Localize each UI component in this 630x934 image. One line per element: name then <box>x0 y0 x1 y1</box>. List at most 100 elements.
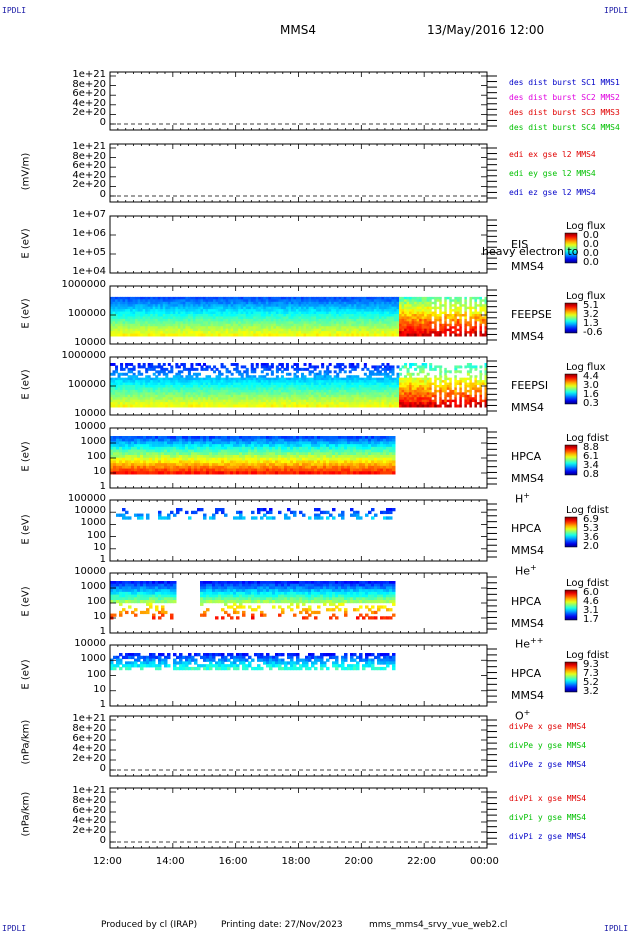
instrument-label: HPCA <box>511 522 542 535</box>
y-tick-label: 6e+20 <box>72 88 106 100</box>
legend-entry: divPe y gse MMS4 <box>509 741 587 750</box>
y-tick-label: 1 <box>99 699 106 710</box>
x-tick-label: 18:00 <box>281 856 311 867</box>
x-tick-label: 14:00 <box>155 856 185 867</box>
panel-6 <box>109 499 578 562</box>
spacecraft-label: MMS4 <box>511 544 544 557</box>
y-tick-label: 1e+05 <box>72 247 106 258</box>
y-tick-label: 1000 <box>80 436 106 447</box>
y-tick-label: 8e+20 <box>72 795 106 806</box>
y-axis-label: (nPa/km) <box>20 719 32 765</box>
x-tick-label: 16:00 <box>218 856 248 867</box>
y-tick-label: 10000 <box>74 408 106 419</box>
corner-label-bottom-left: IPDLI <box>2 924 27 933</box>
colorbar-value: 1.3 <box>583 318 599 329</box>
y-tick-label: 1000 <box>80 517 106 529</box>
colorbar-value: 3.6 <box>583 532 599 543</box>
instrument-label: FEEPSI <box>511 379 549 392</box>
y-tick-label: 100 <box>86 451 106 462</box>
y-tick-label: 10 <box>93 611 106 622</box>
instrument-label: FEEPSE <box>511 308 552 321</box>
legend-entry: des dist burst SC3 MMS3 <box>509 108 620 117</box>
legend-entry: des dist burst SC1 MMS1 <box>509 78 620 87</box>
corner-label-bottom-right: IPDLI <box>604 924 629 933</box>
y-tick-label: 2e+20 <box>72 107 106 119</box>
y-tick-label: 1e+07 <box>72 209 106 220</box>
instrument-label: EIS <box>511 238 529 251</box>
instrument-label: HPCA <box>511 595 542 608</box>
y-tick-label: 6e+20 <box>72 733 106 744</box>
y-tick-label: 8e+20 <box>72 150 106 162</box>
y-axis-label: E (eV) <box>20 227 32 259</box>
footer-printing-date: Printing date: 27/Nov/2023 <box>221 920 343 930</box>
spacecraft-label: MMS4 <box>511 260 544 273</box>
colorbar-value: 0.0 <box>583 257 599 268</box>
colorbar-value: 3.2 <box>583 686 599 697</box>
colorbar-value: 3.0 <box>583 380 599 391</box>
panel-10 <box>109 787 497 849</box>
y-tick-label: 10 <box>93 466 106 477</box>
panel-8 <box>109 644 578 707</box>
legend-entry: divPi x gse MMS4 <box>509 794 587 803</box>
colorbar-value: 8.8 <box>583 442 599 453</box>
colorbar-value: 1.7 <box>583 614 599 625</box>
colorbar-value: 5.3 <box>583 523 599 534</box>
y-tick-label: 0 <box>99 189 106 200</box>
colorbar-value: 1.6 <box>583 389 599 400</box>
y-tick-label: 0 <box>99 117 106 128</box>
footer-file: mms_mms4_srvy_vue_web2.cl <box>369 920 508 930</box>
panel-7 <box>109 572 578 634</box>
y-tick-label: 1e+21 <box>72 785 106 796</box>
y-axis-label: (mV/m) <box>20 152 32 191</box>
panel-5 <box>109 427 578 489</box>
y-tick-label: 1000 <box>80 581 106 592</box>
y-tick-label: 2e+20 <box>72 179 106 191</box>
colorbar-title: Log fdist <box>566 433 609 444</box>
y-tick-label: 1e+21 <box>72 713 106 724</box>
corner-label-top-right: IPDLI <box>604 6 629 15</box>
colorbar-title: Log fdist <box>566 650 609 661</box>
species-label: He++ <box>515 636 544 651</box>
y-tick-label: 100000 <box>67 308 106 319</box>
y-tick-label: 10000 <box>74 421 106 432</box>
legend-entry: divPe x gse MMS4 <box>509 722 587 731</box>
legend-entry: edi ey gse l2 MMS4 <box>509 169 596 178</box>
page-title: MMS4 <box>280 23 316 37</box>
legend-entry: des dist burst SC2 MMS2 <box>509 93 620 102</box>
colorbar-value: 3.1 <box>583 605 599 616</box>
y-tick-label: 10000 <box>74 638 106 649</box>
x-tick-label: 12:00 <box>93 856 122 867</box>
panel-frame <box>109 499 488 562</box>
colorbar-title: Log flux <box>566 362 606 373</box>
y-tick-label: 1e+21 <box>72 69 106 80</box>
y-tick-label: 1e+04 <box>72 266 106 277</box>
colorbar-value: 3.2 <box>583 309 599 320</box>
y-tick-label: 100000 <box>67 379 106 390</box>
panel-3 <box>109 285 578 345</box>
y-tick-label: 1000000 <box>61 279 106 290</box>
colorbar-value: 4.6 <box>583 596 599 607</box>
y-tick-label: 1e+21 <box>72 141 106 152</box>
species-label: He+ <box>515 563 537 578</box>
y-tick-label: 6e+20 <box>72 805 106 816</box>
panel-frame <box>109 215 488 274</box>
y-tick-label: 100 <box>86 596 106 607</box>
y-tick-label: 8e+20 <box>72 78 106 90</box>
y-tick-label: 10 <box>93 541 106 553</box>
colorbar-value: 0.0 <box>583 239 599 250</box>
spacecraft-label: MMS4 <box>511 617 544 630</box>
y-tick-label: 0 <box>99 763 106 774</box>
x-tick-label: 00:00 <box>470 856 499 867</box>
y-tick-label: 2e+20 <box>72 825 106 836</box>
y-tick-label: 1 <box>99 554 106 565</box>
colorbar-title: Log fdist <box>566 578 609 589</box>
spacecraft-label: MMS4 <box>511 330 544 343</box>
spacecraft-label: MMS4 <box>511 472 544 485</box>
corner-label-top-left: IPDLI <box>2 6 27 15</box>
panel-frame <box>109 787 488 849</box>
colorbar-value: 6.9 <box>583 514 599 525</box>
instrument-label: HPCA <box>511 450 542 463</box>
y-axis-label: E (eV) <box>20 658 32 690</box>
x-tick-label: 22:00 <box>407 856 436 867</box>
